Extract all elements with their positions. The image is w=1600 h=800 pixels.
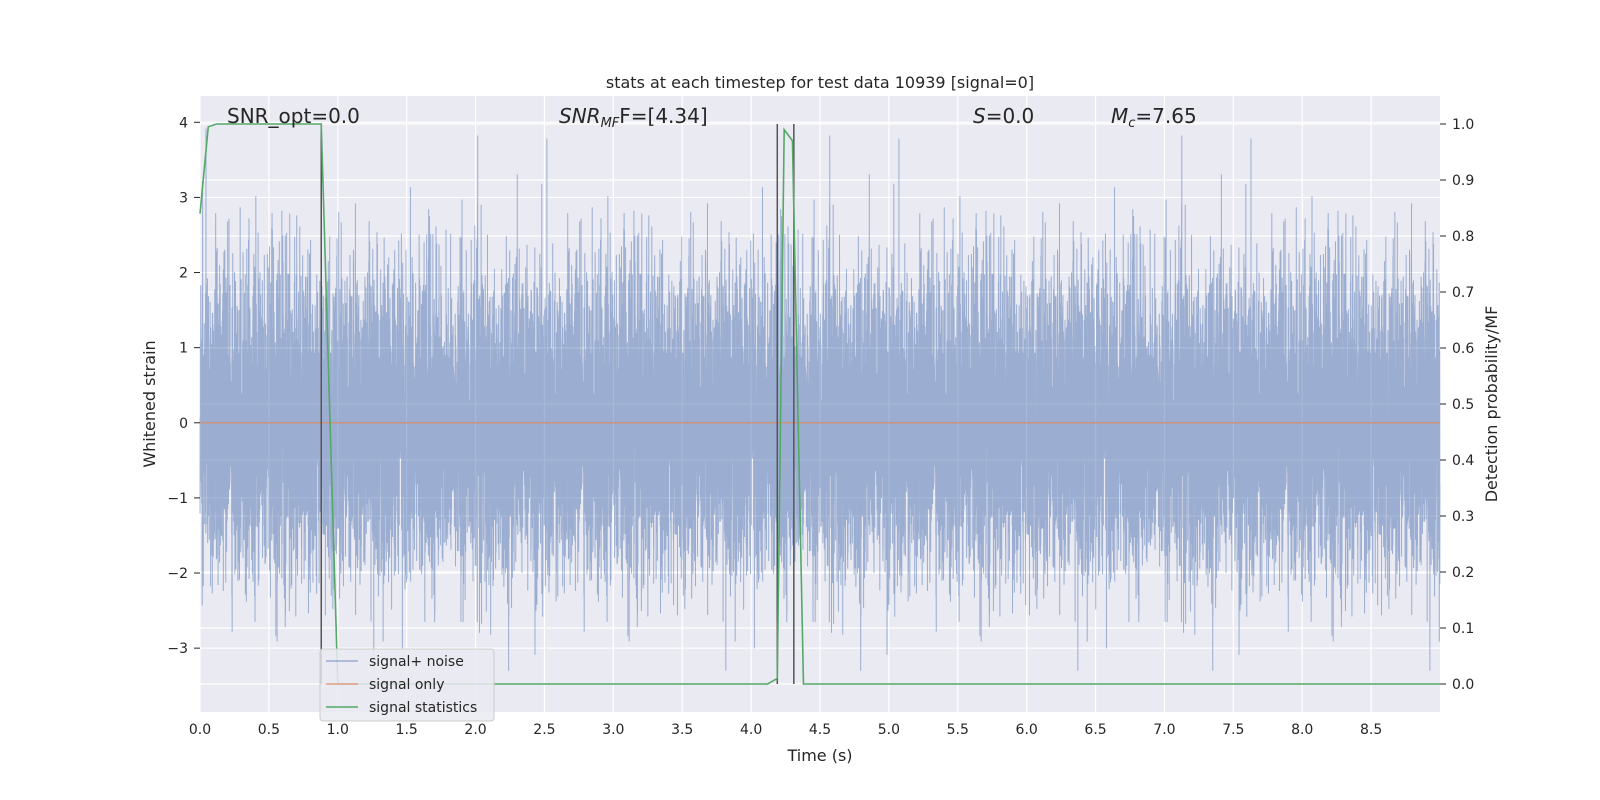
y-tick-label: 4 xyxy=(179,115,188,131)
x-tick-label: 0.0 xyxy=(189,722,211,738)
mc-sub: c xyxy=(1128,116,1135,131)
y2-tick-label: 0.6 xyxy=(1452,341,1474,357)
x-tick-label: 6.5 xyxy=(1084,722,1106,738)
legend-label-signal-only: signal only xyxy=(369,677,444,693)
x-tick-label: 2.0 xyxy=(464,722,486,738)
axis-ticks: 0.0 0.5 1.0 1.5 2.0 2.5 3.0 3.5 4.0 4.5 5.0 5.5 6.0 6… xyxy=(167,115,1474,738)
y2-tick-label: 0.7 xyxy=(1452,285,1474,301)
x-tick-label: 4.5 xyxy=(809,722,831,738)
x-tick-label: 4.0 xyxy=(740,722,762,738)
y2-tick-label: 0.3 xyxy=(1452,509,1474,525)
mc-label: M xyxy=(1111,104,1128,128)
y-tick-label: 3 xyxy=(179,190,188,206)
annotation-snr-mf: SNRMFF=[4.34] xyxy=(559,104,708,131)
y2-tick-label: 0.2 xyxy=(1452,565,1474,581)
series-signal-noise xyxy=(199,128,1441,671)
y2-tick-label: 0.8 xyxy=(1452,229,1474,245)
snr-mf-prefix: SNR xyxy=(559,104,601,128)
x-axis-label: Time (s) xyxy=(786,746,852,765)
signal-statistics-line xyxy=(199,123,1440,685)
annotation-s: S=0.0 xyxy=(973,104,1034,128)
x-tick-label: 6.0 xyxy=(1016,722,1038,738)
x-tick-label: 3.5 xyxy=(671,722,693,738)
signal-noise-line xyxy=(199,128,1441,671)
chart-title: stats at each timestep for test data 109… xyxy=(606,73,1034,92)
legend-box xyxy=(319,648,495,722)
snr-mf-sub: MF xyxy=(601,116,620,131)
x-tick-label: 5.5 xyxy=(947,722,969,738)
x-tick-label: 7.5 xyxy=(1222,722,1244,738)
legend-label-signal-noise: signal+ noise xyxy=(369,654,464,670)
legend-label-signal-statistics: signal statistics xyxy=(369,700,477,716)
y-tick-label: 2 xyxy=(179,266,188,282)
y-axis-label: Whitened strain xyxy=(140,340,159,467)
x-tick-label: 1.0 xyxy=(327,722,349,738)
series-signal-statistics xyxy=(199,123,1440,685)
x-tick-label: 8.0 xyxy=(1291,722,1313,738)
x-tick-label: 3.0 xyxy=(602,722,624,738)
y-tick-label: 0 xyxy=(179,416,188,432)
x-tick-label: 2.5 xyxy=(533,722,555,738)
y-tick-label: −1 xyxy=(167,491,188,507)
s-value: =0.0 xyxy=(986,104,1035,128)
x-tick-label: 8.5 xyxy=(1360,722,1382,738)
x-tick-label: 7.0 xyxy=(1153,722,1175,738)
s-label: S xyxy=(973,104,986,128)
y-tick-label: −3 xyxy=(167,641,188,657)
x-tick-label: 0.5 xyxy=(258,722,280,738)
y2-tick-label: 0.0 xyxy=(1452,677,1474,693)
y2-axis-label: Detection probability/MF xyxy=(1482,306,1501,503)
annotation-snr-opt: SNR_opt=0.0 xyxy=(227,104,360,128)
y2-tick-label: 0.5 xyxy=(1452,397,1474,413)
y-tick-label: −2 xyxy=(167,566,188,582)
annotation-mc: Mc=7.65 xyxy=(1111,104,1197,131)
legend: signal+ noise signal only signal statist… xyxy=(319,648,495,722)
mc-value: =7.65 xyxy=(1135,104,1196,128)
y2-tick-label: 0.1 xyxy=(1452,621,1474,637)
y2-tick-label: 0.9 xyxy=(1452,173,1474,189)
y2-tick-label: 0.4 xyxy=(1452,453,1474,469)
snr-mf-value: F=[4.34] xyxy=(619,104,707,128)
y-tick-label: 1 xyxy=(179,341,188,357)
y2-tick-label: 1.0 xyxy=(1452,117,1474,133)
x-tick-label: 1.5 xyxy=(396,722,418,738)
x-tick-label: 5.0 xyxy=(878,722,900,738)
